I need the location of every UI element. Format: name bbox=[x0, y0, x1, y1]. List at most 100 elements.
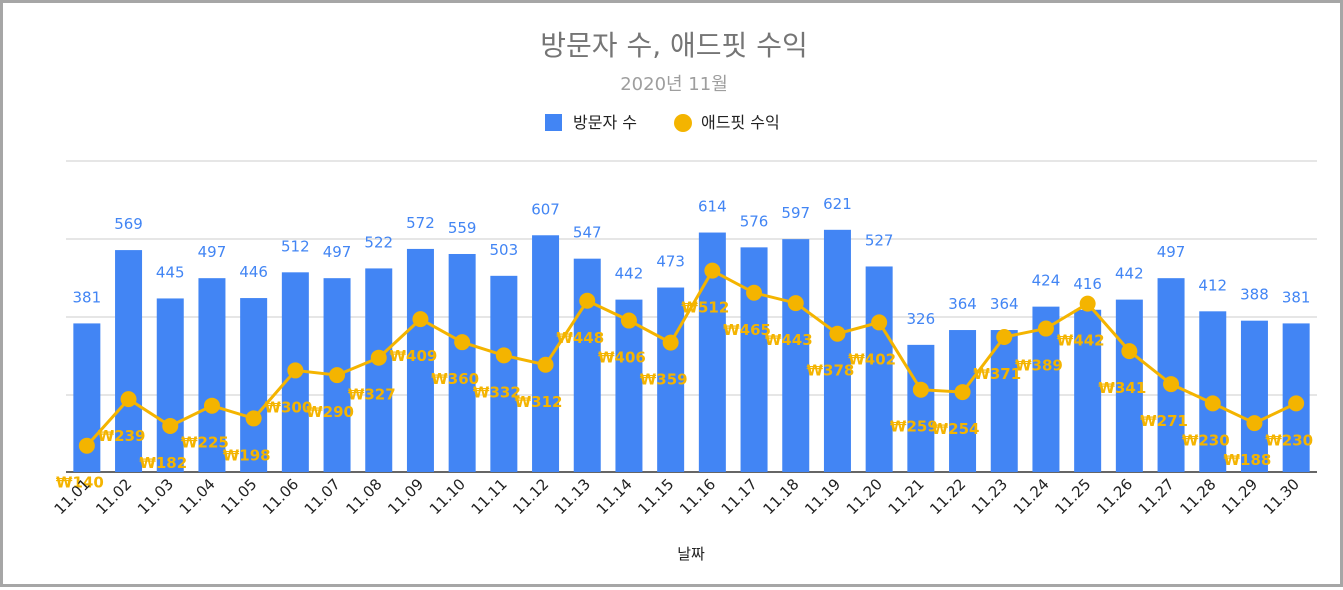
x-tick-label: 11.12 bbox=[509, 475, 552, 518]
line-data-label: ₩409 bbox=[390, 347, 438, 365]
line-data-label: ₩389 bbox=[1015, 357, 1063, 375]
line-point bbox=[1079, 295, 1096, 312]
x-tick-label: 11.03 bbox=[134, 475, 177, 518]
x-tick-label: 11.10 bbox=[426, 475, 469, 518]
line-point bbox=[996, 329, 1013, 346]
x-tick-label: 11.14 bbox=[593, 475, 636, 518]
legend-label-revenue: 애드핏 수익 bbox=[701, 113, 780, 132]
line-point bbox=[245, 410, 262, 427]
bar-data-label: 381 bbox=[73, 288, 102, 306]
bar-data-label: 442 bbox=[1115, 265, 1144, 283]
x-axis-ticks: 11.0111.0211.0311.0411.0511.0611.0711.08… bbox=[51, 475, 1303, 518]
bar-data-label: 412 bbox=[1198, 276, 1227, 294]
line-point bbox=[871, 314, 888, 331]
x-tick-label: 11.07 bbox=[301, 475, 344, 518]
line-point bbox=[1288, 395, 1305, 412]
line-point bbox=[537, 356, 554, 373]
bar-data-label: 597 bbox=[781, 204, 810, 222]
x-tick-label: 11.16 bbox=[676, 475, 719, 518]
x-tick-label: 11.05 bbox=[217, 475, 260, 518]
bar-data-label: 364 bbox=[948, 295, 977, 313]
line-data-label: ₩198 bbox=[223, 446, 271, 464]
line-data-label: ₩371 bbox=[973, 365, 1021, 383]
line-point bbox=[287, 362, 304, 379]
bar bbox=[1115, 299, 1143, 472]
x-tick-label: 11.08 bbox=[342, 475, 385, 518]
bar-data-label: 497 bbox=[1157, 243, 1186, 261]
x-axis-label: 날짜 bbox=[677, 545, 705, 563]
line-data-label: ₩402 bbox=[848, 350, 896, 368]
line-data-label: ₩225 bbox=[181, 434, 229, 452]
line-point bbox=[495, 347, 512, 364]
line-point bbox=[1121, 343, 1138, 360]
chart-subtitle: 2020년 11월 bbox=[620, 74, 728, 95]
bar bbox=[657, 287, 685, 472]
bar bbox=[782, 239, 810, 472]
line-point bbox=[704, 262, 721, 279]
bar-labels: 381 569 445 497 446 512 497 522 572 559 503 607 547 4… bbox=[73, 195, 1311, 328]
chart-title: 방문자 수, 애드핏 수익 bbox=[540, 29, 807, 62]
line-point bbox=[1204, 395, 1221, 412]
legend-swatch-revenue bbox=[674, 114, 692, 132]
line-data-label: ₩360 bbox=[431, 370, 479, 388]
bar bbox=[865, 266, 893, 472]
bar bbox=[448, 253, 476, 472]
x-tick-label: 11.30 bbox=[1260, 475, 1303, 518]
bar-data-label: 381 bbox=[1282, 288, 1311, 306]
line-point bbox=[579, 292, 596, 309]
line-data-label: ₩254 bbox=[932, 420, 980, 438]
bar-data-label: 388 bbox=[1240, 286, 1269, 304]
bar bbox=[490, 275, 518, 472]
bar bbox=[240, 298, 268, 472]
line-series bbox=[78, 262, 1305, 454]
line-point bbox=[1246, 415, 1263, 432]
x-tick-label: 11.19 bbox=[801, 475, 844, 518]
line-point bbox=[1163, 376, 1180, 393]
x-tick-label: 11.13 bbox=[551, 475, 594, 518]
bar bbox=[115, 250, 143, 472]
x-tick-label: 11.15 bbox=[634, 475, 677, 518]
line-data-label: ₩140 bbox=[56, 474, 104, 492]
line-data-label: ₩290 bbox=[306, 403, 354, 421]
line-data-label: ₩300 bbox=[264, 398, 312, 416]
line-point bbox=[662, 334, 679, 351]
line-data-label: ₩239 bbox=[98, 427, 146, 445]
line-point bbox=[746, 284, 763, 301]
bar bbox=[156, 298, 184, 472]
line-data-label: ₩188 bbox=[1224, 451, 1272, 469]
chart-canvas: 방문자 수, 애드핏 수익 2020년 11월 방문자 수 애드핏 수익 381… bbox=[51, 29, 1317, 563]
bar-data-label: 522 bbox=[364, 233, 393, 251]
legend-label-visitors: 방문자 수 bbox=[573, 113, 637, 132]
line-data-label: ₩312 bbox=[515, 393, 563, 411]
x-tick-label: 11.20 bbox=[843, 475, 886, 518]
bar bbox=[1199, 311, 1227, 472]
bar-data-label: 497 bbox=[323, 243, 352, 261]
line-point bbox=[412, 311, 429, 328]
bar-data-label: 416 bbox=[1073, 275, 1102, 293]
bar bbox=[365, 268, 393, 472]
x-tick-label: 11.23 bbox=[968, 475, 1011, 518]
bar bbox=[1074, 309, 1102, 472]
line-data-label: ₩465 bbox=[723, 321, 771, 339]
bar-data-label: 364 bbox=[990, 295, 1019, 313]
bar-data-label: 442 bbox=[615, 265, 644, 283]
bar bbox=[198, 278, 226, 472]
bar-data-label: 569 bbox=[114, 215, 143, 233]
x-tick-label: 11.22 bbox=[926, 475, 969, 518]
line-point bbox=[78, 437, 95, 454]
bar bbox=[990, 330, 1018, 472]
line-point bbox=[1037, 320, 1054, 337]
x-tick-label: 11.24 bbox=[1010, 475, 1053, 518]
line-data-label: ₩512 bbox=[681, 299, 729, 317]
x-tick-label: 11.06 bbox=[259, 475, 302, 518]
legend-swatch-visitors bbox=[545, 114, 562, 131]
bar-data-label: 503 bbox=[490, 241, 519, 259]
x-tick-label: 11.28 bbox=[1176, 475, 1219, 518]
line-point bbox=[120, 391, 137, 408]
line-data-label: ₩332 bbox=[473, 383, 521, 401]
bar-data-label: 473 bbox=[656, 253, 685, 271]
bar bbox=[1240, 320, 1268, 472]
revenue-line bbox=[85, 268, 1297, 447]
legend: 방문자 수 애드핏 수익 bbox=[545, 113, 780, 132]
line-data-label: ₩259 bbox=[890, 418, 938, 436]
